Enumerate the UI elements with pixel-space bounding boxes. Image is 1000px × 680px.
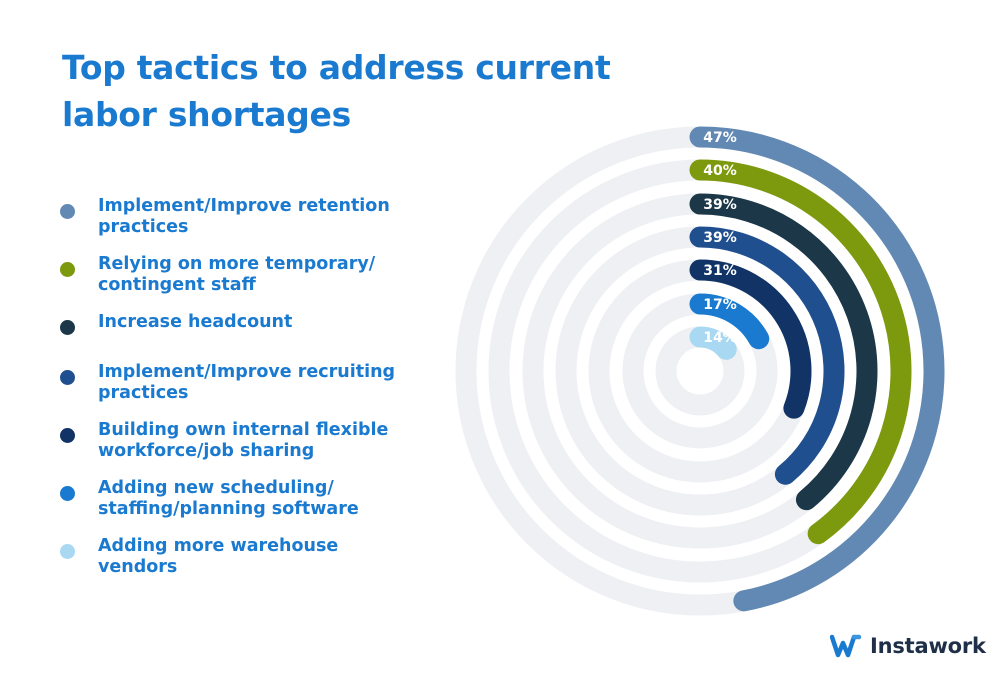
radial-bar	[689, 159, 912, 545]
legend-swatch	[60, 320, 75, 335]
data-label: 14%	[703, 330, 737, 346]
legend-swatch	[60, 262, 75, 277]
legend-label: Relying on more temporary/ contingent st…	[98, 254, 376, 295]
legend-swatch	[60, 428, 75, 443]
data-label: 47%	[703, 130, 737, 146]
legend-item: Building own internal flexible workforce…	[60, 420, 400, 478]
legend-label: Adding more warehouse vendors	[98, 536, 339, 577]
radial-bar	[689, 226, 845, 485]
chart-legend: Implement/Improve retention practices Rel…	[60, 196, 400, 594]
legend-swatch	[60, 370, 75, 385]
legend-label: Increase headcount	[98, 312, 293, 332]
radial-bar	[689, 326, 737, 360]
legend-item: Adding new scheduling/ staffing/planning…	[60, 478, 400, 536]
brand-name: Instawork	[870, 634, 986, 658]
instawork-w-logo-icon	[830, 634, 862, 658]
data-label: 39%	[703, 197, 737, 213]
radial-bar	[689, 293, 770, 350]
legend-item: Implement/Improve recruiting practices	[60, 362, 400, 420]
data-label: 17%	[703, 297, 737, 313]
legend-item: Relying on more temporary/ contingent st…	[60, 254, 400, 312]
radial-bar	[689, 126, 945, 612]
chart-title: Top tactics to address current labor sho…	[62, 48, 611, 134]
legend-item: Implement/Improve retention practices	[60, 196, 400, 254]
radial-bar	[689, 259, 812, 419]
data-label: 40%	[703, 163, 737, 179]
legend-label: Implement/Improve retention practices	[98, 196, 390, 237]
data-label: 39%	[703, 230, 737, 246]
legend-item: Increase headcount	[60, 312, 400, 362]
legend-swatch	[60, 204, 75, 219]
legend-label: Building own internal flexible workforce…	[98, 420, 389, 461]
legend-swatch	[60, 544, 75, 559]
legend-label: Adding new scheduling/ staffing/planning…	[98, 478, 359, 519]
data-label: 31%	[703, 263, 737, 279]
legend-item: Adding more warehouse vendors	[60, 536, 400, 594]
legend-label: Implement/Improve recruiting practices	[98, 362, 396, 403]
brand-logo: Instawork	[830, 631, 986, 661]
radial-bar	[689, 193, 878, 511]
legend-swatch	[60, 486, 75, 501]
